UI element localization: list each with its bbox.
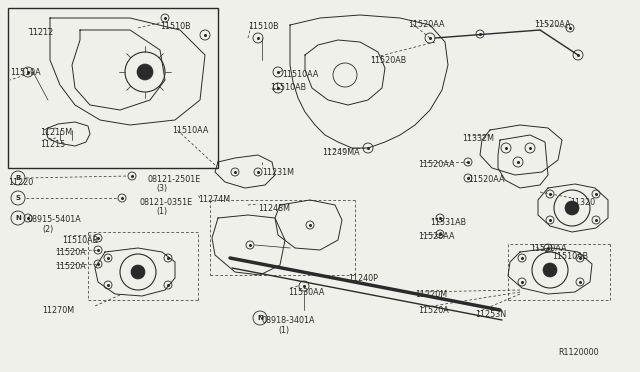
Text: 11510AB: 11510AB bbox=[270, 83, 306, 92]
Text: 11231M: 11231M bbox=[262, 168, 294, 177]
Bar bbox=[8, 8, 218, 168]
Text: 11215M: 11215M bbox=[40, 128, 72, 137]
Text: 11520AB: 11520AB bbox=[370, 56, 406, 65]
Text: 11520AA: 11520AA bbox=[418, 232, 454, 241]
Circle shape bbox=[543, 263, 557, 277]
Text: (1): (1) bbox=[278, 326, 289, 335]
Text: 11531AB: 11531AB bbox=[430, 218, 466, 227]
Text: N: N bbox=[257, 315, 263, 321]
Text: 08121-2501E: 08121-2501E bbox=[148, 175, 201, 184]
Circle shape bbox=[131, 265, 145, 279]
Text: 11520AA: 11520AA bbox=[530, 244, 566, 253]
Text: 11220M: 11220M bbox=[415, 290, 447, 299]
Text: 11212: 11212 bbox=[28, 28, 53, 37]
Text: 11510A: 11510A bbox=[10, 68, 40, 77]
Text: (2): (2) bbox=[42, 225, 53, 234]
Circle shape bbox=[565, 201, 579, 215]
Text: 11510AB: 11510AB bbox=[62, 236, 98, 245]
Text: 11320: 11320 bbox=[570, 198, 595, 207]
Text: 11510AA: 11510AA bbox=[172, 126, 209, 135]
Text: 11220: 11220 bbox=[8, 178, 33, 187]
Text: 11510B: 11510B bbox=[160, 22, 191, 31]
Text: (3): (3) bbox=[156, 184, 167, 193]
Text: 11520AA: 11520AA bbox=[418, 160, 454, 169]
Text: S: S bbox=[15, 195, 20, 201]
Text: 11274M: 11274M bbox=[198, 195, 230, 204]
Circle shape bbox=[137, 64, 153, 80]
Text: 08918-3401A: 08918-3401A bbox=[262, 316, 316, 325]
Text: 11332M: 11332M bbox=[462, 134, 494, 143]
Text: 11240P: 11240P bbox=[348, 274, 378, 283]
Text: 11215: 11215 bbox=[40, 140, 65, 149]
Text: 11530AA: 11530AA bbox=[288, 288, 324, 297]
Text: 11248M: 11248M bbox=[258, 204, 290, 213]
Text: 11510AA: 11510AA bbox=[282, 70, 318, 79]
Text: 11270M: 11270M bbox=[42, 306, 74, 315]
Text: 11249MA: 11249MA bbox=[322, 148, 360, 157]
Text: 11520AA: 11520AA bbox=[468, 175, 504, 184]
Text: R1120000: R1120000 bbox=[558, 348, 598, 357]
Text: 11510AB: 11510AB bbox=[552, 252, 588, 261]
Text: 11510B: 11510B bbox=[248, 22, 278, 31]
Text: 11520A: 11520A bbox=[55, 262, 86, 271]
Text: N: N bbox=[15, 215, 21, 221]
Text: (1): (1) bbox=[156, 207, 167, 216]
Text: 08121-0351E: 08121-0351E bbox=[140, 198, 193, 207]
Text: 11520AA: 11520AA bbox=[534, 20, 570, 29]
Text: 11520A: 11520A bbox=[418, 306, 449, 315]
Text: 11253N: 11253N bbox=[475, 310, 506, 319]
Text: 08915-5401A: 08915-5401A bbox=[28, 215, 82, 224]
Text: 11520AA: 11520AA bbox=[408, 20, 445, 29]
Text: B: B bbox=[15, 175, 20, 181]
Text: 11520A: 11520A bbox=[55, 248, 86, 257]
